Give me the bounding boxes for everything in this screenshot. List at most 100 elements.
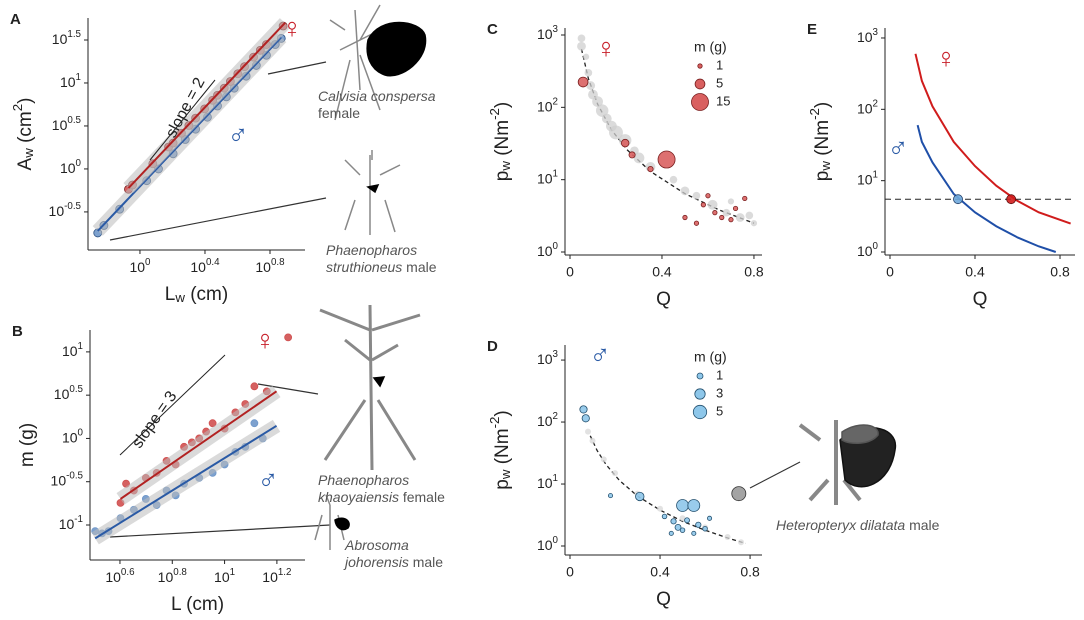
y-tick-label: 100 bbox=[60, 158, 82, 176]
sex: male bbox=[909, 517, 940, 533]
annotation: slope = 3 bbox=[129, 388, 180, 451]
point bbox=[953, 194, 963, 205]
legend-title: m (g) bbox=[694, 39, 727, 55]
point bbox=[742, 195, 748, 202]
point bbox=[728, 217, 734, 223]
legend-label: 5 bbox=[716, 403, 723, 418]
point bbox=[612, 470, 619, 477]
y-tick-label: 103 bbox=[537, 24, 559, 42]
species: Phaenopharos struthioneus bbox=[326, 242, 418, 275]
point bbox=[601, 113, 612, 124]
point bbox=[679, 527, 686, 533]
caption: Phaenopharos khaoyaiensis female bbox=[318, 472, 463, 506]
y-tick-label: 102 bbox=[857, 98, 878, 116]
y-tick-label: 101 bbox=[537, 169, 558, 187]
point bbox=[735, 213, 745, 222]
point bbox=[745, 211, 754, 220]
connector-lines bbox=[109, 61, 801, 538]
x-tick-label: 100 bbox=[129, 257, 151, 275]
x-tick-label: 0.8 bbox=[740, 564, 760, 580]
point bbox=[657, 505, 664, 512]
legend-label: 1 bbox=[716, 367, 723, 382]
y-tick-label: 100 bbox=[857, 241, 879, 259]
point bbox=[581, 414, 590, 423]
point bbox=[692, 191, 701, 200]
point bbox=[707, 515, 713, 521]
point bbox=[707, 199, 718, 210]
y-axis-label: pw (Nm-2) bbox=[807, 102, 833, 182]
annotation: ♂ bbox=[228, 119, 249, 150]
point bbox=[750, 220, 758, 227]
point bbox=[738, 539, 745, 546]
fit-line bbox=[119, 390, 278, 500]
x-axis-label: Lw (cm) bbox=[165, 284, 228, 305]
species: Abrosoma johorensis bbox=[345, 537, 409, 570]
point bbox=[674, 523, 682, 531]
point bbox=[585, 428, 592, 435]
x-axis-label: Q bbox=[973, 289, 988, 310]
point bbox=[595, 104, 609, 117]
legend-swatch bbox=[691, 93, 709, 111]
panel-letter: C bbox=[487, 21, 498, 38]
y-axis-label: m (g) bbox=[17, 423, 38, 467]
point bbox=[731, 486, 747, 502]
x-tick-label: 0 bbox=[886, 264, 894, 280]
annotation: ♀ bbox=[596, 32, 617, 63]
legend-title: m (g) bbox=[694, 349, 727, 365]
panel-letter: E bbox=[807, 21, 817, 38]
y-tick-label: 101 bbox=[60, 72, 81, 90]
point bbox=[628, 151, 636, 159]
y-tick-label: 100.5 bbox=[54, 384, 84, 402]
point bbox=[589, 437, 596, 444]
legend-swatch bbox=[692, 404, 708, 420]
x-tick-label: 0.4 bbox=[650, 564, 670, 580]
point bbox=[620, 138, 630, 148]
x-axis-label: Q bbox=[656, 589, 671, 610]
y-tick-label: 100 bbox=[537, 535, 559, 553]
y-tick-label: 10-0.5 bbox=[51, 471, 84, 489]
caption: Abrosoma johorensis male bbox=[345, 537, 465, 571]
y-tick-label: 101 bbox=[537, 473, 558, 491]
caption: Phaenopharos struthioneus male bbox=[326, 242, 461, 276]
point bbox=[208, 419, 217, 428]
y-tick-label: 10-0.5 bbox=[49, 201, 82, 219]
sex: female bbox=[318, 105, 361, 121]
point bbox=[647, 166, 654, 173]
x-tick-label: 101.2 bbox=[262, 567, 291, 585]
point bbox=[582, 53, 590, 60]
legend-label: 5 bbox=[716, 75, 723, 90]
point bbox=[600, 456, 607, 463]
annotation: ♀ bbox=[255, 324, 276, 355]
point bbox=[700, 202, 706, 208]
point bbox=[577, 41, 586, 51]
fit-line bbox=[127, 22, 286, 189]
legend-label: 15 bbox=[716, 93, 730, 108]
sex: male bbox=[406, 259, 437, 275]
annotation: ♀ bbox=[282, 12, 303, 43]
annotation: ♀ bbox=[936, 42, 957, 73]
fit-line bbox=[97, 36, 282, 232]
y-tick-label: 101 bbox=[62, 341, 83, 359]
point bbox=[722, 208, 731, 217]
y-tick-label: 103 bbox=[537, 349, 559, 367]
point bbox=[727, 198, 735, 205]
y-tick-label: 10-1 bbox=[59, 514, 83, 532]
y-axis-label: pw (Nm-2) bbox=[487, 410, 513, 490]
x-tick-label: 0.8 bbox=[744, 264, 764, 280]
legend-swatch bbox=[694, 388, 706, 400]
point bbox=[680, 186, 690, 196]
y-axis-label: Aw (cm2) bbox=[10, 98, 36, 171]
y-tick-label: 100 bbox=[62, 428, 84, 446]
point bbox=[586, 81, 596, 90]
slope-guide bbox=[149, 79, 216, 161]
y-tick-label: 100 bbox=[537, 241, 559, 259]
x-tick-label: 0.8 bbox=[1050, 264, 1070, 280]
point bbox=[670, 518, 677, 525]
fit-line bbox=[914, 53, 1071, 225]
point bbox=[577, 34, 586, 43]
point bbox=[687, 499, 701, 512]
point bbox=[679, 515, 686, 522]
y-tick-label: 102 bbox=[537, 96, 558, 114]
point bbox=[661, 513, 668, 520]
y-tick-label: 101 bbox=[857, 170, 878, 188]
